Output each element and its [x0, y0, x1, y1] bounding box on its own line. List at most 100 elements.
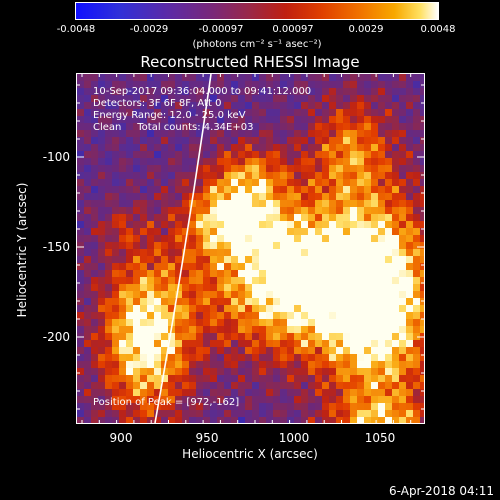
image-pixel [259, 193, 266, 200]
image-pixel [329, 270, 336, 277]
image-pixel [413, 102, 420, 109]
image-pixel [399, 81, 406, 88]
image-pixel [315, 214, 322, 221]
image-pixel [287, 249, 294, 256]
image-pixel [343, 368, 350, 375]
image-pixel [168, 305, 175, 312]
image-pixel [252, 277, 259, 284]
image-pixel [203, 417, 210, 423]
image-pixel [315, 242, 322, 249]
image-pixel [133, 396, 140, 403]
image-pixel [413, 417, 420, 423]
image-pixel [413, 263, 420, 270]
image-pixel [175, 396, 182, 403]
image-pixel [119, 277, 126, 284]
image-pixel [91, 382, 98, 389]
image-pixel [154, 88, 161, 95]
image-pixel [231, 130, 238, 137]
image-pixel [357, 340, 364, 347]
image-pixel [231, 312, 238, 319]
image-pixel [154, 249, 161, 256]
image-pixel [91, 130, 98, 137]
image-pixel [245, 235, 252, 242]
image-pixel [364, 389, 371, 396]
image-pixel [378, 256, 385, 263]
image-pixel [210, 88, 217, 95]
image-pixel [413, 382, 420, 389]
image-pixel [154, 319, 161, 326]
image-pixel [343, 179, 350, 186]
image-pixel [413, 207, 420, 214]
image-pixel [336, 403, 343, 410]
image-pixel [231, 333, 238, 340]
image-pixel [322, 158, 329, 165]
image-pixel [203, 368, 210, 375]
image-pixel [189, 263, 196, 270]
image-pixel [147, 305, 154, 312]
image-pixel [168, 298, 175, 305]
image-pixel [378, 214, 385, 221]
image-pixel [259, 389, 266, 396]
image-pixel [322, 207, 329, 214]
image-pixel [315, 396, 322, 403]
image-pixel [343, 200, 350, 207]
image-pixel [294, 214, 301, 221]
image-pixel [399, 221, 406, 228]
image-pixel [119, 284, 126, 291]
image-pixel [98, 298, 105, 305]
image-pixel [112, 165, 119, 172]
image-pixel [126, 116, 133, 123]
image-pixel [252, 123, 259, 130]
image-pixel [343, 403, 350, 410]
image-pixel [385, 214, 392, 221]
image-pixel [119, 347, 126, 354]
image-pixel [105, 151, 112, 158]
image-pixel [77, 151, 84, 158]
image-pixel [154, 193, 161, 200]
image-pixel [336, 333, 343, 340]
image-pixel [392, 277, 399, 284]
image-pixel [266, 158, 273, 165]
image-pixel [301, 375, 308, 382]
image-pixel [322, 361, 329, 368]
image-pixel [280, 242, 287, 249]
image-pixel [217, 95, 224, 102]
image-pixel [406, 340, 413, 347]
image-pixel [294, 291, 301, 298]
image-pixel [77, 81, 84, 88]
image-pixel [329, 368, 336, 375]
image-pixel [357, 389, 364, 396]
image-pixel [77, 74, 84, 81]
image-pixel [161, 235, 168, 242]
image-pixel [175, 214, 182, 221]
image-pixel [161, 375, 168, 382]
image-pixel [126, 417, 133, 423]
image-pixel [273, 263, 280, 270]
image-pixel [231, 417, 238, 423]
image-pixel [343, 256, 350, 263]
image-pixel [420, 256, 424, 263]
image-pixel [140, 109, 147, 116]
image-pixel [98, 207, 105, 214]
image-pixel [280, 417, 287, 423]
image-pixel [280, 249, 287, 256]
image-pixel [385, 165, 392, 172]
image-pixel [224, 151, 231, 158]
image-pixel [343, 158, 350, 165]
image-pixel [350, 207, 357, 214]
image-pixel [147, 291, 154, 298]
image-pixel [77, 312, 84, 319]
image-pixel [378, 137, 385, 144]
image-pixel [140, 389, 147, 396]
image-pixel [420, 249, 424, 256]
image-pixel [420, 270, 424, 277]
image-pixel [175, 102, 182, 109]
image-pixel [294, 242, 301, 249]
image-pixel [385, 403, 392, 410]
image-pixel [217, 298, 224, 305]
image-pixel [385, 123, 392, 130]
image-pixel [91, 228, 98, 235]
image-pixel [364, 368, 371, 375]
image-pixel [231, 382, 238, 389]
image-pixel [329, 193, 336, 200]
